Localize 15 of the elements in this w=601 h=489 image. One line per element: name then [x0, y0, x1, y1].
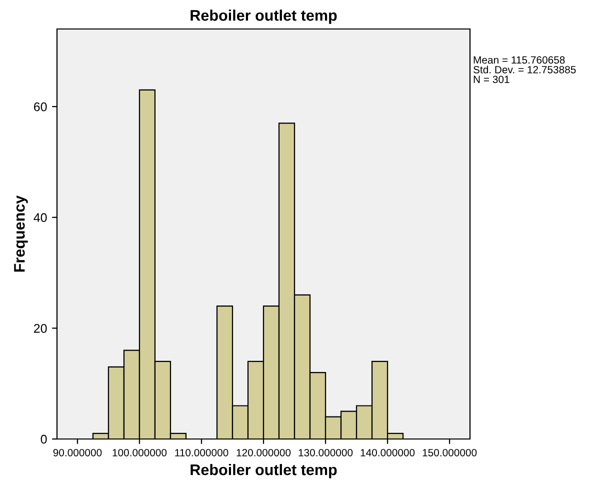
y-axis-title: Frequency [14, 195, 28, 272]
chart-title: Reboiler outlet temp [190, 10, 337, 24]
x-tick-label: 110.000000 [175, 448, 228, 456]
x-tick-label: 130.000000 [298, 448, 353, 456]
y-tick-label: 20 [34, 324, 47, 333]
x-axis-title: Reboiler outlet temp [190, 464, 337, 478]
y-tick-label: 40 [34, 213, 47, 222]
y-tick-label: 0 [40, 434, 47, 444]
x-tick-label: 90.000000 [53, 448, 102, 456]
y-tick-label: 60 [34, 102, 47, 112]
x-tick-label: 140.000000 [360, 448, 415, 456]
x-tick-label: 150.000000 [422, 448, 477, 456]
text: Mean = 115.760658 Std. Dev. = 12.753885 N = 301 [473, 56, 576, 84]
x-tick-label: 100.000000 [112, 448, 167, 456]
x-tick-label: 120.000000 [236, 448, 291, 456]
